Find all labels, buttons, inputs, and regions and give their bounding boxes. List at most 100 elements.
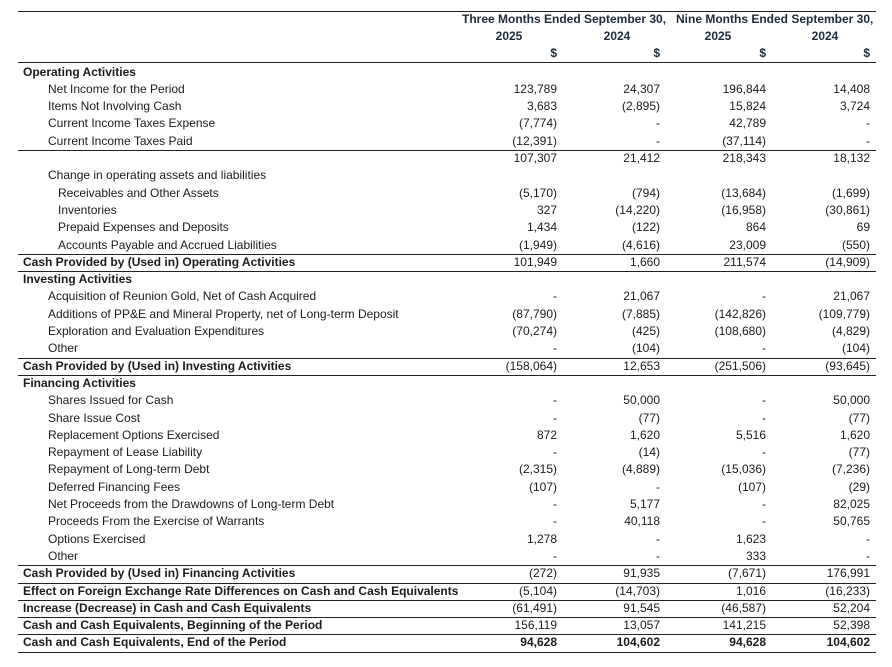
cell-value: 94,628 bbox=[729, 635, 766, 650]
cell-value: (14) bbox=[638, 445, 660, 460]
cell-value: (104) bbox=[841, 341, 870, 356]
cell-value: - bbox=[553, 393, 557, 408]
cell-value: 5,177 bbox=[629, 497, 660, 511]
cell-value: - bbox=[866, 531, 870, 546]
cell-value: - bbox=[762, 497, 766, 511]
cell-value: - bbox=[553, 289, 557, 304]
cell-value: - bbox=[762, 341, 766, 356]
cell-value: (1,949) bbox=[518, 237, 557, 252]
cell-value: (12,391) bbox=[512, 133, 557, 148]
row-label: Cash Provided by (Used in) Investing Act… bbox=[23, 358, 292, 373]
currency-unit: $ bbox=[550, 46, 557, 60]
row-label: Change in operating assets and liabiliti… bbox=[48, 168, 267, 183]
cell-value: (4,829) bbox=[831, 324, 870, 338]
row-label: Accounts Payable and Accrued Liabilities bbox=[58, 237, 277, 252]
cell-value: (14,220) bbox=[615, 202, 660, 217]
cell-value: 107,307 bbox=[513, 151, 557, 165]
cell-value: 156,119 bbox=[514, 618, 558, 633]
rule bbox=[18, 271, 876, 273]
row-label: Items Not Involving Cash bbox=[48, 99, 182, 114]
row-label: Cash and Cash Equivalents, Beginning of … bbox=[23, 618, 323, 633]
cell-value: (93,645) bbox=[825, 358, 870, 373]
cell-value: (30,861) bbox=[825, 202, 870, 217]
rule bbox=[18, 150, 876, 151]
cell-value: - bbox=[866, 548, 870, 563]
row-label: Operating Activities bbox=[23, 64, 136, 79]
cell-value: (108,680) bbox=[714, 324, 766, 338]
cell-value: 211,574 bbox=[723, 254, 767, 269]
cell-value: (37,114) bbox=[722, 133, 766, 148]
cell-value: - bbox=[762, 410, 766, 425]
rule bbox=[18, 634, 876, 636]
cell-value: (107) bbox=[528, 479, 557, 494]
cell-value: 14,408 bbox=[833, 81, 870, 96]
column-year: 2024 bbox=[603, 29, 631, 43]
cell-value: (46,587) bbox=[721, 600, 766, 615]
cell-value: 1,620 bbox=[629, 427, 660, 442]
rule bbox=[18, 651, 876, 653]
cell-value: 1,434 bbox=[526, 220, 557, 235]
cell-value: - bbox=[762, 393, 766, 408]
row-label: Effect on Foreign Exchange Rate Differen… bbox=[23, 583, 459, 598]
cell-value: 21,067 bbox=[623, 289, 660, 304]
row-label: Net Proceeds from the Drawdowns of Long-… bbox=[48, 497, 335, 511]
column-group-header: Nine Months Ended September 30, bbox=[676, 12, 874, 26]
cell-value: 872 bbox=[536, 427, 557, 442]
cell-value: 864 bbox=[745, 220, 766, 235]
cell-value: (104) bbox=[631, 341, 660, 356]
cell-value: 18,132 bbox=[833, 151, 870, 165]
row-label: Current Income Taxes Paid bbox=[48, 133, 193, 148]
row-label: Replacement Options Exercised bbox=[48, 427, 220, 442]
cell-value: (107) bbox=[737, 479, 766, 494]
cell-value: 196,844 bbox=[722, 81, 766, 96]
cell-value: (4,889) bbox=[621, 462, 660, 477]
cell-value: (4,616) bbox=[621, 237, 660, 252]
cell-value: 50,000 bbox=[833, 393, 870, 408]
row-label: Cash Provided by (Used in) Operating Act… bbox=[23, 254, 296, 269]
cell-value: - bbox=[553, 341, 557, 356]
cell-value: 333 bbox=[745, 548, 766, 563]
cell-value: (7,671) bbox=[727, 566, 766, 581]
cell-value: (16,958) bbox=[721, 202, 766, 217]
cell-value: 327 bbox=[536, 202, 557, 217]
cell-value: (2,895) bbox=[621, 99, 660, 114]
cell-value: 40,118 bbox=[624, 514, 660, 529]
cell-value: (15,036) bbox=[721, 462, 766, 477]
row-label: Receivables and Other Assets bbox=[58, 185, 219, 200]
row-label: Net Income for the Period bbox=[48, 81, 185, 96]
rule bbox=[18, 11, 876, 12]
cell-value: - bbox=[656, 548, 660, 563]
cell-value: - bbox=[866, 116, 870, 131]
rule bbox=[18, 62, 876, 63]
cell-value: 104,602 bbox=[826, 635, 870, 650]
row-label: Options Exercised bbox=[48, 531, 146, 546]
cell-value: (5,104) bbox=[518, 583, 557, 598]
rule bbox=[18, 582, 876, 584]
cell-value: (16,233) bbox=[825, 583, 870, 598]
row-label: Deferred Financing Fees bbox=[48, 479, 181, 494]
row-label: Exploration and Evaluation Expenditures bbox=[48, 324, 265, 338]
cell-value: - bbox=[866, 133, 870, 148]
row-label: Acquisition of Reunion Gold, Net of Cash… bbox=[48, 289, 317, 304]
cell-value: 94,628 bbox=[520, 635, 557, 650]
cell-value: (550) bbox=[841, 237, 870, 252]
cell-value: (77) bbox=[848, 410, 870, 425]
cell-value: 24,307 bbox=[623, 81, 660, 96]
cell-value: - bbox=[656, 479, 660, 494]
cell-value: 15,824 bbox=[729, 99, 766, 114]
cell-value: 91,545 bbox=[623, 600, 660, 615]
cell-value: 82,025 bbox=[833, 497, 870, 511]
cell-value: 52,204 bbox=[833, 600, 870, 615]
column-year: 2025 bbox=[704, 29, 732, 43]
cell-value: (425) bbox=[631, 324, 660, 338]
cell-value: - bbox=[762, 289, 766, 304]
cell-value: - bbox=[762, 445, 766, 460]
cell-value: (794) bbox=[631, 185, 660, 200]
cell-value: (61,491) bbox=[512, 600, 557, 615]
row-label: Prepaid Expenses and Deposits bbox=[58, 220, 229, 235]
row-label: Cash and Cash Equivalents, End of the Pe… bbox=[23, 635, 287, 650]
row-label: Cash Provided by (Used in) Financing Act… bbox=[23, 566, 296, 581]
row-label: Inventories bbox=[58, 202, 117, 217]
cell-value: - bbox=[656, 133, 660, 148]
